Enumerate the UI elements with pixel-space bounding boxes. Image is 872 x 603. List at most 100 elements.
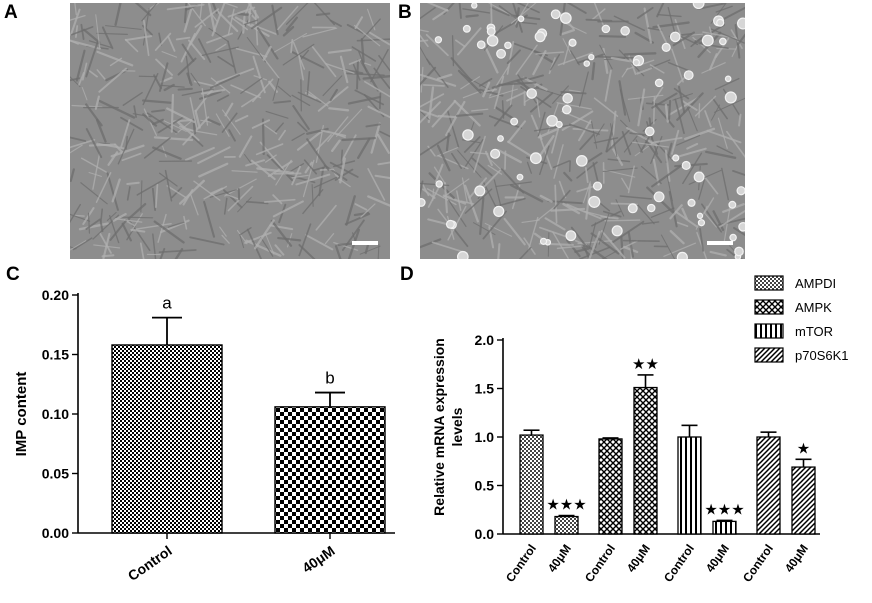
cell-stroke [726,248,741,259]
cell-stroke [261,118,265,156]
cell-stroke [591,210,621,227]
cell-stroke [525,74,544,81]
cell-stroke [588,230,601,259]
cell-stroke [331,139,341,152]
cell-stroke [161,51,178,58]
cell-stroke [473,135,486,173]
cell-stroke [291,94,311,107]
cell-stroke [88,69,98,78]
rounded-cell [550,9,561,20]
cell-stroke [651,92,678,109]
cell-stroke [621,177,630,191]
cell-stroke [151,109,166,113]
cell-stroke [520,86,552,108]
cell-stroke [170,93,175,133]
cell-stroke [425,33,449,57]
rounded-cell [456,250,469,259]
cell-stroke [277,236,302,242]
cell-stroke [327,116,349,143]
cell-stroke [602,210,622,218]
x-tick-label: 40μM [545,542,574,575]
significance-stars: ★ [797,440,810,457]
cell-stroke [155,183,159,209]
cell-stroke [556,102,592,110]
cell-stroke [70,168,75,182]
cell-stroke [95,14,101,49]
bar [519,434,544,535]
cell-stroke [489,6,510,17]
rounded-cell [661,42,671,52]
bar [598,438,623,535]
cell-stroke [99,220,104,233]
rounded-cell [420,198,426,207]
micrograph-treated [420,3,745,259]
rounded-cell [526,88,537,99]
mrna-expression-chart: 0.0 0.5 1.0 1.5 2.0 Relative mRNA expression l… [431,275,849,585]
x-tick-label: Control [582,542,618,585]
cell-stroke [422,188,436,199]
cell-stroke [503,217,526,246]
cell-stroke [566,239,581,258]
cell-stroke [602,167,638,173]
cell-stroke [544,217,566,231]
panel-label-b: B [398,2,412,23]
bar [791,466,816,535]
cell-stroke [690,36,703,48]
cell-stroke [493,104,513,127]
cell-stroke [256,27,279,60]
cell-stroke [712,97,728,120]
cell-stroke [217,55,235,68]
cell-stroke [522,76,548,91]
y-axis-label: IMP content [13,372,30,457]
cell-stroke [553,189,571,210]
cell-stroke [479,196,485,235]
cell-stroke [320,129,347,137]
rounded-cell [687,198,696,207]
cell-stroke [484,222,513,237]
rounded-cell [588,53,595,61]
cell-stroke [347,95,382,105]
cell-stroke [234,16,270,37]
cell-stroke [184,146,215,162]
cell-stroke [488,115,523,129]
cell-stroke [684,127,716,141]
rounded-cell [697,219,706,227]
cell-stroke [282,43,315,66]
cell-stroke [237,196,252,213]
cell-stroke [325,63,355,74]
cell-stroke [657,14,682,18]
cell-stroke [494,197,526,208]
cell-stroke [263,124,278,135]
cell-stroke [238,135,253,158]
cell-stroke [314,134,332,152]
cell-stroke [574,247,590,253]
rounded-cell [434,36,443,44]
rounded-cell [565,230,577,242]
cell-stroke [674,162,708,168]
cell-stroke [367,105,390,119]
cell-stroke [306,127,329,135]
cell-stroke [563,171,573,182]
cell-stroke [75,49,86,82]
cell-stroke [591,62,596,81]
cell-stroke [379,92,382,110]
cell-stroke [710,28,745,44]
cell-stroke [498,81,537,86]
cell-stroke [426,3,449,12]
cell-stroke [336,108,363,137]
cell-stroke [124,38,139,53]
cell-stroke [705,150,737,159]
cell-stroke [256,167,295,175]
cell-stroke [652,158,660,186]
cell-stroke [201,88,209,126]
rounded-cell [736,186,745,196]
cell-stroke [158,249,197,254]
y-axis-label: Relative mRNA expression levels [431,338,465,516]
cell-stroke [447,205,467,241]
cell-stroke [157,116,184,134]
cell-stroke [153,136,194,142]
cell-stroke [245,239,282,257]
cell-stroke [359,245,381,255]
cell-stroke [518,246,532,259]
cell-stroke [188,24,203,46]
